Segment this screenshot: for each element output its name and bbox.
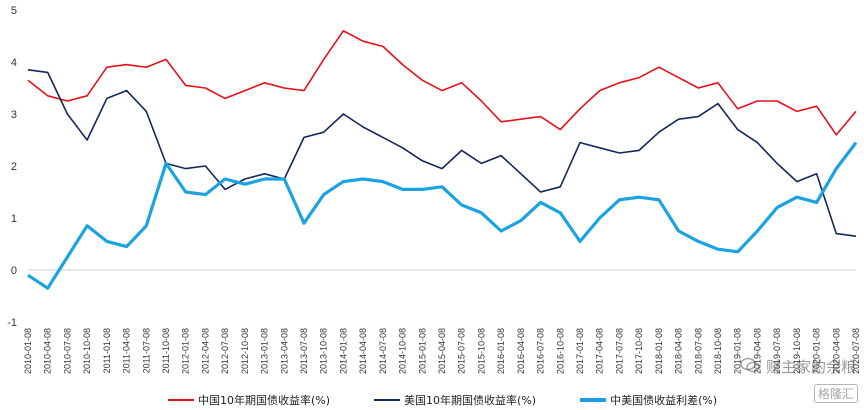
x-tick-label: 2013-01-08: [260, 328, 270, 374]
x-tick-label: 2017-10-08: [634, 328, 644, 374]
x-tick-label: 2015-07-08: [457, 328, 467, 374]
x-tick-label: 2010-07-08: [62, 328, 72, 374]
legend-item-china-yield: 中国10年期国债收益率(%): [168, 392, 330, 408]
y-tick-label: 2: [11, 161, 17, 173]
x-tick-label: 2016-07-08: [536, 328, 546, 374]
x-tick-label: 2012-07-08: [220, 328, 230, 374]
x-tick-label: 2011-10-08: [161, 328, 171, 373]
x-tick-label: 2013-10-08: [319, 328, 329, 374]
x-tick-label: 2018-07-08: [693, 328, 703, 374]
x-tick-label: 2012-10-08: [240, 328, 250, 374]
x-tick-label: 2018-10-08: [713, 328, 723, 374]
x-tick-label: 2013-07-08: [299, 328, 309, 374]
x-tick-label: 2010-04-08: [43, 328, 53, 374]
x-tick-label: 2020-01-08: [812, 328, 822, 374]
x-tick-label: 2017-07-08: [614, 328, 624, 374]
watermark-badge: 格隆汇: [813, 384, 858, 403]
x-tick-label: 2019-04-08: [752, 328, 762, 374]
x-axis-tick-labels: 2010-01-08 2010-04-08 2010-07-08 2010-10-08…: [23, 328, 861, 374]
y-tick-label: 3: [11, 109, 17, 121]
series-line-china-yield: [27, 29, 857, 136]
legend-item-us-yield: 美国10年期国债收益率(%): [374, 392, 536, 408]
x-tick-label: 2010-10-08: [82, 328, 92, 374]
series-lines: [27, 29, 858, 290]
legend-swatch-spread: [580, 398, 607, 402]
legend-swatch-us-yield: [374, 399, 401, 401]
x-tick-label: 2016-04-08: [516, 328, 526, 374]
y-tick-label: 4: [11, 57, 17, 69]
y-tick-label: 1: [11, 213, 17, 225]
x-tick-label: 2011-04-08: [122, 328, 132, 373]
watermark: 财主家的余粮: [740, 356, 856, 377]
x-tick-label: 2019-07-08: [772, 328, 782, 374]
legend-label-spread: 中美国债收益利差(%): [610, 394, 718, 407]
series-line-spread: [27, 141, 858, 290]
x-tick-label: 2015-10-08: [476, 328, 486, 374]
x-tick-label: 2018-01-08: [654, 328, 664, 374]
x-tick-label: 2017-04-08: [595, 328, 605, 374]
y-tick-label: 5: [11, 5, 17, 17]
x-tick-label: 2014-10-08: [398, 328, 408, 374]
watermark-account: 财主家的余粮: [765, 358, 856, 376]
x-tick-label: 2016-01-08: [496, 328, 506, 374]
legend-swatch-china-yield: [168, 399, 194, 401]
x-tick-label: 2014-07-08: [378, 328, 388, 374]
x-tick-label: 2015-04-08: [437, 328, 447, 374]
x-tick-label: 2011-01-08: [102, 328, 112, 373]
y-tick-label: -1: [7, 317, 17, 329]
x-tick-label: 2013-04-08: [279, 328, 289, 374]
legend-label-china-yield: 中国10年期国债收益率(%): [198, 394, 331, 407]
x-tick-label: 2016-10-08: [555, 328, 565, 374]
x-tick-label: 2020-07-08: [851, 328, 861, 374]
x-tick-label: 2010-01-08: [23, 328, 33, 374]
legend-label-us-yield: 美国10年期国债收益率(%): [404, 394, 537, 407]
x-tick-label: 2018-04-08: [674, 328, 684, 374]
x-tick-label: 2015-01-08: [417, 328, 427, 374]
x-tick-label: 2019-10-08: [792, 328, 802, 374]
x-tick-label: 2019-01-08: [733, 328, 743, 374]
x-tick-label: 2014-01-08: [338, 328, 348, 374]
x-tick-label: 2017-01-08: [575, 328, 585, 374]
x-tick-label: 2020-04-08: [831, 328, 841, 374]
legend: 中国10年期国债收益率(%) 美国10年期国债收益率(%) 中美国债收益利差(%…: [168, 392, 717, 408]
x-tick-label: 2011-07-08: [141, 328, 151, 373]
y-tick-label: 0: [11, 265, 17, 277]
x-tick-label: 2014-04-08: [358, 328, 368, 374]
x-tick-label: 2012-04-08: [200, 328, 210, 374]
legend-item-spread: 中美国债收益利差(%): [580, 392, 717, 408]
x-tick-label: 2012-01-08: [181, 328, 191, 374]
y-axis-tick-labels: 5 4 3 2 1 0 -1: [7, 5, 17, 329]
wechat-icon: [740, 357, 760, 377]
